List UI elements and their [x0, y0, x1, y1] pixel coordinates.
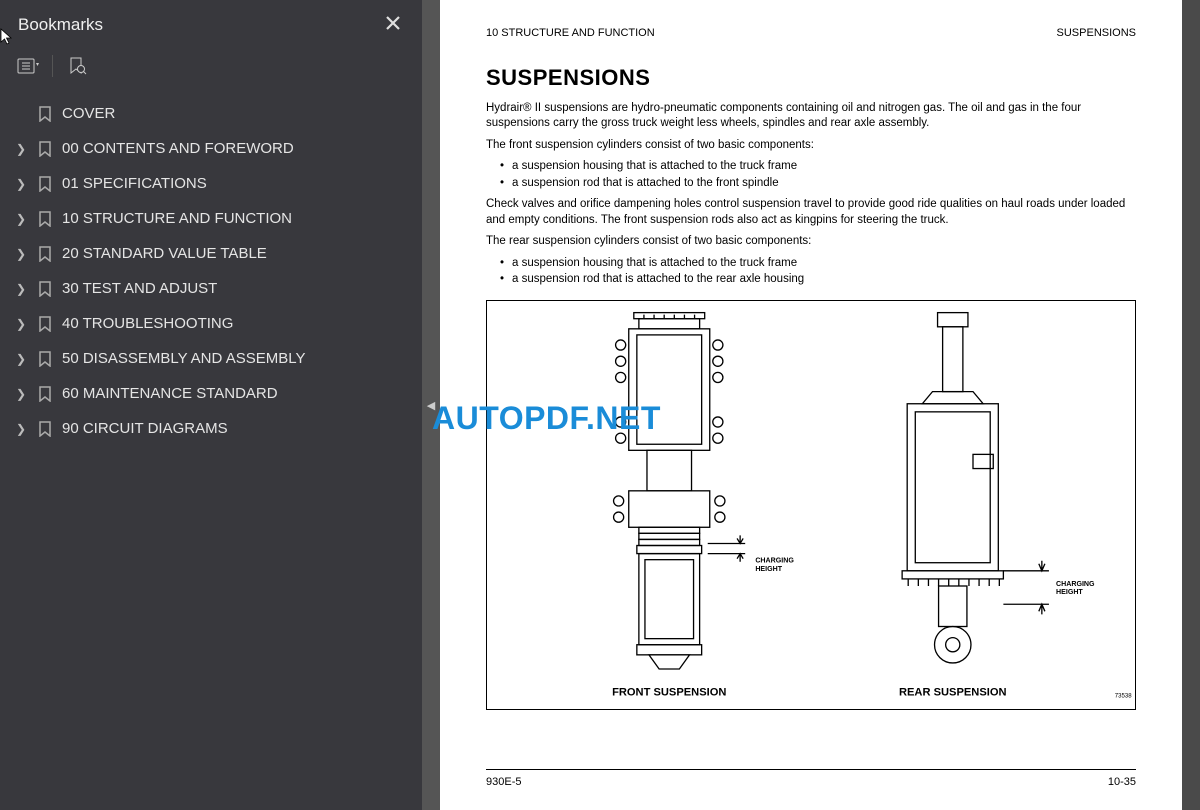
- list-item: a suspension housing that is attached to…: [500, 256, 1136, 272]
- chevron-right-icon[interactable]: ❯: [14, 352, 28, 366]
- paragraph: The rear suspension cylinders consist of…: [486, 234, 1136, 250]
- bookmark-icon: [36, 175, 54, 193]
- chevron-right-icon[interactable]: ❯: [14, 177, 28, 191]
- bookmark-item-circuit[interactable]: ❯ 90 CIRCUIT DIAGRAMS: [0, 411, 422, 446]
- page-footer: 930E-5 10-35: [486, 769, 1136, 790]
- chevron-right-icon[interactable]: ❯: [14, 142, 28, 156]
- bookmark-item-cover[interactable]: COVER: [0, 96, 422, 131]
- list-item: a suspension rod that is attached to the…: [500, 176, 1136, 192]
- bookmark-label: 90 CIRCUIT DIAGRAMS: [62, 420, 228, 437]
- footer-left: 930E-5: [486, 775, 521, 790]
- close-sidebar-button[interactable]: [380, 12, 406, 38]
- suspension-figure: CHARGING HEIGHT FRONT SUSPENSION: [486, 300, 1136, 710]
- sidebar-header: Bookmarks: [0, 0, 422, 48]
- find-bookmark-button[interactable]: [63, 54, 91, 78]
- bookmarks-list: COVER ❯ 00 CONTENTS AND FOREWORD ❯ 01 SP…: [0, 92, 422, 450]
- bookmark-label: 40 TROUBLESHOOTING: [62, 315, 233, 332]
- chevron-right-icon[interactable]: ❯: [14, 387, 28, 401]
- bookmark-label: 20 STANDARD VALUE TABLE: [62, 245, 267, 262]
- paragraph: Check valves and orifice dampening holes…: [486, 197, 1136, 228]
- charging-height-label-front-2: HEIGHT: [755, 565, 782, 573]
- sidebar-title: Bookmarks: [18, 15, 103, 35]
- bookmark-item-test-adjust[interactable]: ❯ 30 TEST AND ADJUST: [0, 271, 422, 306]
- footer-right: 10-35: [1108, 775, 1136, 790]
- bookmark-icon: [36, 350, 54, 368]
- pdf-page: 10 STRUCTURE AND FUNCTION SUSPENSIONS SU…: [440, 0, 1182, 810]
- close-icon: [384, 14, 402, 32]
- front-suspension-label: FRONT SUSPENSION: [612, 686, 726, 698]
- bookmarks-sidebar: Bookmarks: [0, 0, 422, 810]
- bookmark-icon: [36, 420, 54, 438]
- bookmark-item-structure[interactable]: ❯ 10 STRUCTURE AND FUNCTION: [0, 201, 422, 236]
- rear-suspension-label: REAR SUSPENSION: [899, 686, 1007, 698]
- bookmark-item-disassembly[interactable]: ❯ 50 DISASSEMBLY AND ASSEMBLY: [0, 341, 422, 376]
- charging-height-label-rear-2: HEIGHT: [1056, 588, 1083, 596]
- bookmark-label: 50 DISASSEMBLY AND ASSEMBLY: [62, 350, 305, 367]
- document-viewport[interactable]: 10 STRUCTURE AND FUNCTION SUSPENSIONS SU…: [440, 0, 1200, 810]
- header-right: SUSPENSIONS: [1057, 26, 1136, 41]
- header-left: 10 STRUCTURE AND FUNCTION: [486, 26, 655, 41]
- bullet-list: a suspension housing that is attached to…: [500, 159, 1136, 191]
- bookmark-item-contents[interactable]: ❯ 00 CONTENTS AND FOREWORD: [0, 131, 422, 166]
- page-header: 10 STRUCTURE AND FUNCTION SUSPENSIONS: [486, 26, 1136, 41]
- bookmark-icon: [36, 280, 54, 298]
- chevron-right-icon[interactable]: ❯: [14, 282, 28, 296]
- bookmark-item-standard-value[interactable]: ❯ 20 STANDARD VALUE TABLE: [0, 236, 422, 271]
- sidebar-toolbar: [0, 48, 422, 92]
- bookmark-label: 01 SPECIFICATIONS: [62, 175, 207, 192]
- bookmark-icon: [36, 385, 54, 403]
- toolbar-separator: [52, 55, 53, 77]
- sidebar-collapse-handle[interactable]: ◀: [422, 0, 440, 810]
- chevron-right-icon[interactable]: ❯: [14, 317, 28, 331]
- paragraph: Hydrair® II suspensions are hydro-pneuma…: [486, 101, 1136, 132]
- bookmark-item-maintenance[interactable]: ❯ 60 MAINTENANCE STANDARD: [0, 376, 422, 411]
- bookmark-icon: [36, 315, 54, 333]
- bookmark-label: 30 TEST AND ADJUST: [62, 280, 217, 297]
- charging-height-label-front: CHARGING: [755, 556, 794, 564]
- list-item: a suspension housing that is attached to…: [500, 159, 1136, 175]
- bookmark-label: COVER: [62, 105, 115, 122]
- bookmark-icon: [36, 140, 54, 158]
- section-title: SUSPENSIONS: [486, 63, 1136, 93]
- bookmark-icon: [36, 105, 54, 123]
- bookmark-label: 60 MAINTENANCE STANDARD: [62, 385, 278, 402]
- bookmark-item-specifications[interactable]: ❯ 01 SPECIFICATIONS: [0, 166, 422, 201]
- bookmark-label: 10 STRUCTURE AND FUNCTION: [62, 210, 292, 227]
- chevron-right-icon[interactable]: ❯: [14, 247, 28, 261]
- bookmark-label: 00 CONTENTS AND FOREWORD: [62, 140, 294, 157]
- bookmark-icon: [36, 245, 54, 263]
- collapse-arrow-icon: ◀: [427, 399, 435, 412]
- bookmark-item-troubleshooting[interactable]: ❯ 40 TROUBLESHOOTING: [0, 306, 422, 341]
- figure-number: 73538: [1115, 693, 1132, 699]
- paragraph: The front suspension cylinders consist o…: [486, 138, 1136, 154]
- bullet-list: a suspension housing that is attached to…: [500, 256, 1136, 288]
- list-item: a suspension rod that is attached to the…: [500, 272, 1136, 288]
- outline-options-button[interactable]: [14, 54, 42, 78]
- chevron-right-icon[interactable]: ❯: [14, 212, 28, 226]
- chevron-right-icon[interactable]: ❯: [14, 422, 28, 436]
- app-container: Bookmarks: [0, 0, 1200, 810]
- charging-height-label-rear: CHARGING: [1056, 580, 1095, 588]
- bookmark-icon: [36, 210, 54, 228]
